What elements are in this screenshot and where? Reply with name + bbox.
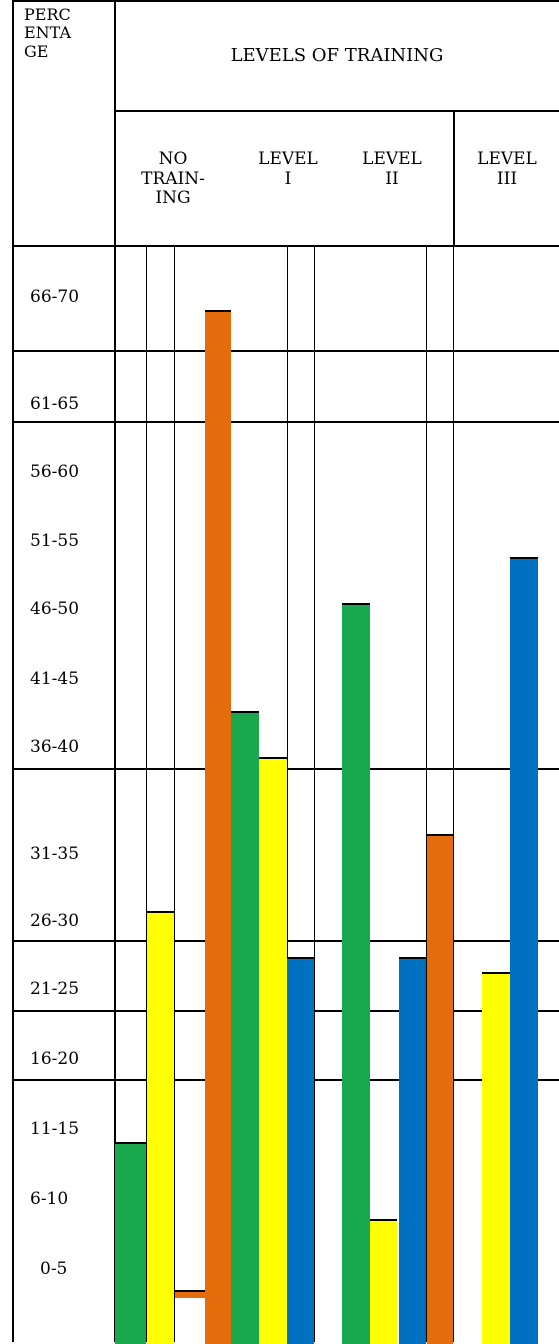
- corner-header-line: PERC: [24, 5, 71, 24]
- y-tick-label: 66-70: [30, 287, 80, 307]
- left-border: [12, 0, 14, 1342]
- column-line: [426, 246, 427, 1342]
- y-tick-label: 31-35: [30, 844, 80, 864]
- corner-header: PERC ENTA GE: [24, 5, 72, 61]
- group-header: LEVELS OF TRAINING: [230, 45, 444, 66]
- category-label-line: TRAIN-: [141, 168, 205, 189]
- category-label-no-training: NO TRAIN- ING: [118, 149, 228, 209]
- category-label-line: LEVEL: [477, 149, 537, 169]
- y-tick-label: 41-45: [30, 669, 80, 689]
- category-label-line: LEVEL: [258, 149, 318, 169]
- category-label-line: NO: [158, 149, 188, 169]
- bar-no-training-green: [115, 1141, 146, 1344]
- y-tick-label: 51-55: [30, 531, 80, 551]
- bar-level-3-yellow: [482, 972, 510, 1344]
- column-line: [453, 246, 454, 1342]
- bar-level-1-blue: [287, 957, 314, 1344]
- y-tick-label: 26-30: [30, 911, 80, 931]
- bar-no-training-orange-small: [175, 1290, 205, 1298]
- row-line: [12, 350, 559, 352]
- y-tick-label: 21-25: [30, 979, 80, 999]
- y-tick-label: 36-40: [30, 737, 80, 757]
- column-line: [287, 246, 288, 1342]
- corner-header-line: GE: [24, 41, 49, 61]
- category-label-line: III: [496, 168, 518, 189]
- bar-level-2-green: [342, 602, 370, 1344]
- y-tick-label: 46-50: [30, 599, 80, 619]
- column-line: [174, 246, 175, 1342]
- category-label-line: ING: [155, 188, 191, 209]
- y-tick-label: 16-20: [30, 1049, 80, 1069]
- y-tick-label: 61-65: [30, 394, 80, 414]
- bar-level-2-blue: [399, 957, 426, 1344]
- category-label-line: LEVEL: [362, 149, 422, 169]
- y-tick-label: 0-5: [40, 1259, 68, 1279]
- bar-level-2-orange: [427, 833, 453, 1344]
- y-tick-label: 56-60: [30, 462, 80, 482]
- column-line: [314, 246, 315, 1342]
- row-line: [12, 421, 559, 423]
- bar-level-2-yellow: [370, 1218, 397, 1344]
- bar-no-training-yellow: [147, 910, 174, 1344]
- corner-header-line: ENTA: [24, 23, 72, 43]
- category-label-level-3: LEVEL III: [455, 149, 559, 189]
- category-label-level-2: LEVEL II: [336, 149, 448, 189]
- bar-level-3-blue: [510, 556, 538, 1344]
- top-border: [12, 0, 559, 2]
- y-tick-label: 11-15: [30, 1119, 80, 1139]
- y-axis-divider: [114, 0, 116, 1342]
- header-bottom-line: [12, 245, 559, 247]
- category-label-line: I: [284, 168, 292, 189]
- bar-level-1-green: [231, 710, 259, 1344]
- category-label-line: II: [385, 168, 399, 189]
- column-line: [146, 246, 147, 1342]
- bar-no-training-orange: [205, 310, 231, 1344]
- level-3-header-divider: [453, 110, 455, 246]
- category-label-level-1: LEVEL I: [232, 149, 344, 189]
- bar-level-1-yellow: [259, 756, 287, 1344]
- y-tick-label: 6-10: [30, 1189, 69, 1209]
- header-divider: [114, 110, 559, 112]
